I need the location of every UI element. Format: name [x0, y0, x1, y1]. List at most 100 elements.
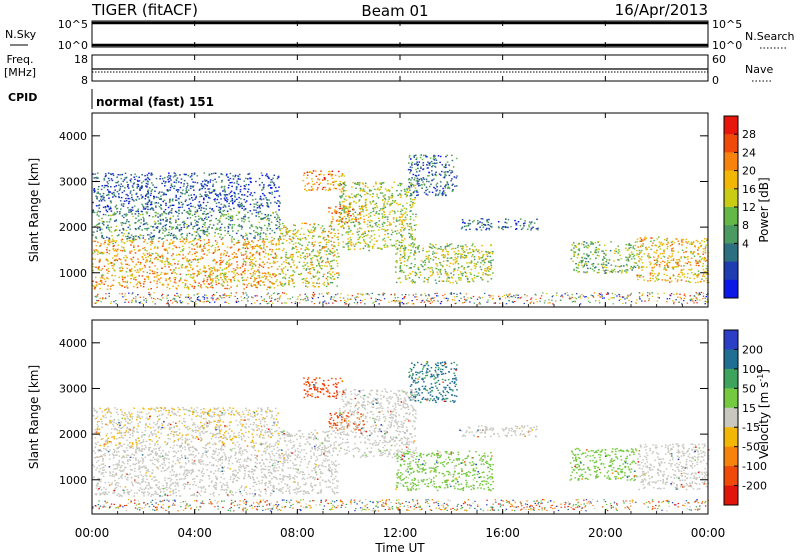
power-echo-cell — [217, 219, 219, 221]
power-echo-cell — [140, 185, 143, 188]
power-echo-cell — [483, 259, 485, 261]
power-echo-cell — [661, 244, 663, 246]
power-echo-cell — [253, 191, 256, 194]
power-echo-cell — [244, 253, 247, 255]
power-echo-cell — [372, 210, 375, 212]
power-echo-cell — [232, 201, 234, 203]
power-echo-cell — [670, 249, 673, 252]
power-echo-cell — [666, 246, 669, 248]
power-echo-cell — [625, 256, 627, 258]
power-echo-cell — [136, 282, 139, 285]
power-echo-cell — [155, 256, 157, 259]
power-echo-cell — [387, 189, 390, 191]
power-echo-cell — [96, 212, 99, 214]
power-echo-cell — [486, 253, 488, 256]
power-echo-cell — [187, 253, 190, 255]
power-echo-cell — [326, 241, 328, 243]
power-echo-cell — [485, 273, 488, 276]
power-echo-cell — [264, 238, 267, 240]
power-echo-cell — [278, 205, 280, 208]
power-echo-cell — [432, 253, 434, 255]
power-echo-cell — [428, 171, 431, 174]
power-echo-cell — [124, 187, 126, 189]
power-echo-cell — [470, 268, 473, 271]
power-echo-cell — [676, 259, 678, 261]
power-echo-cell — [131, 213, 133, 215]
power-echo-cell — [304, 279, 307, 281]
power-echo-cell — [258, 177, 261, 180]
power-echo-cell — [400, 208, 403, 210]
power-echo-cell — [103, 278, 106, 280]
power-echo-cell — [656, 258, 659, 260]
power-echo-cell — [258, 204, 261, 207]
power-echo-cell — [169, 186, 172, 189]
power-echo-cell — [400, 271, 403, 273]
power-echo-cell — [444, 192, 446, 194]
power-echo-cell — [627, 260, 630, 262]
power-echo-cell — [640, 240, 643, 242]
power-echo-cell — [333, 211, 336, 213]
power-echo-cell — [207, 283, 210, 285]
power-echo-cell — [174, 173, 177, 175]
power-echo-cell — [247, 184, 250, 186]
power-echo-cell — [180, 277, 182, 279]
power-echo-cell — [126, 181, 128, 183]
power-echo-cell — [425, 258, 428, 260]
power-echo-cell — [261, 261, 264, 264]
power-echo-cell — [98, 200, 101, 202]
power-echo-cell — [215, 283, 218, 286]
power-echo-cell — [299, 239, 302, 241]
power-echo-cell — [204, 217, 206, 220]
power-echo-cell — [653, 251, 656, 253]
power-echo-cell — [192, 186, 194, 188]
power-echo-cell — [401, 221, 403, 224]
power-echo-cell — [649, 274, 652, 276]
power-echo-cell — [175, 228, 177, 230]
power-echo-cell — [282, 272, 285, 274]
power-echo-cell — [602, 267, 604, 269]
power-echo-cell — [350, 202, 352, 204]
power-echo-cell — [178, 201, 180, 204]
power-echo-cell — [697, 281, 699, 283]
power-echo-cell — [381, 182, 384, 184]
power-echo-cell — [465, 255, 467, 257]
power-echo-cell — [177, 215, 179, 217]
power-echo-cell — [225, 206, 227, 208]
power-echo-cell — [120, 183, 123, 185]
power-echo-cell — [130, 241, 133, 243]
power-echo-cell — [577, 271, 579, 273]
power-echo-cell — [93, 188, 96, 190]
power-echo-cell — [327, 189, 330, 192]
power-echo-cell — [160, 277, 162, 279]
power-echo-cell — [245, 245, 248, 247]
power-echo-cell — [146, 242, 149, 244]
power-echo-cell — [655, 252, 657, 254]
power-echo-cell — [200, 183, 203, 185]
power-echo-cell — [186, 258, 188, 260]
power-echo-cell — [314, 228, 316, 231]
power-echo-cell — [238, 206, 241, 208]
power-echo-cell — [287, 269, 289, 271]
power-echo-cell — [212, 210, 215, 212]
power-echo-cell — [318, 263, 320, 265]
power-echo-cell — [170, 239, 172, 241]
power-echo-cell — [128, 209, 130, 211]
power-echo-cell — [623, 265, 625, 267]
power-echo-cell — [292, 253, 294, 256]
power-echo-cell — [100, 198, 102, 200]
power-echo-cell — [368, 189, 371, 191]
power-echo-cell — [386, 216, 389, 218]
power-echo-cell — [235, 232, 238, 235]
power-echo-cell — [662, 243, 665, 245]
power-echo-cell — [649, 263, 652, 266]
power-echo-cell — [194, 252, 196, 255]
power-echo-cell — [451, 277, 453, 279]
power-echo-cell — [133, 276, 136, 279]
power-echo-cell — [256, 204, 259, 207]
power-echo-cell — [199, 237, 201, 239]
power-echo-cell — [460, 273, 463, 275]
power-echo-cell — [677, 240, 680, 242]
power-echo-cell — [342, 193, 345, 195]
power-echo-cell — [143, 218, 145, 220]
power-echo-cell — [347, 195, 350, 197]
